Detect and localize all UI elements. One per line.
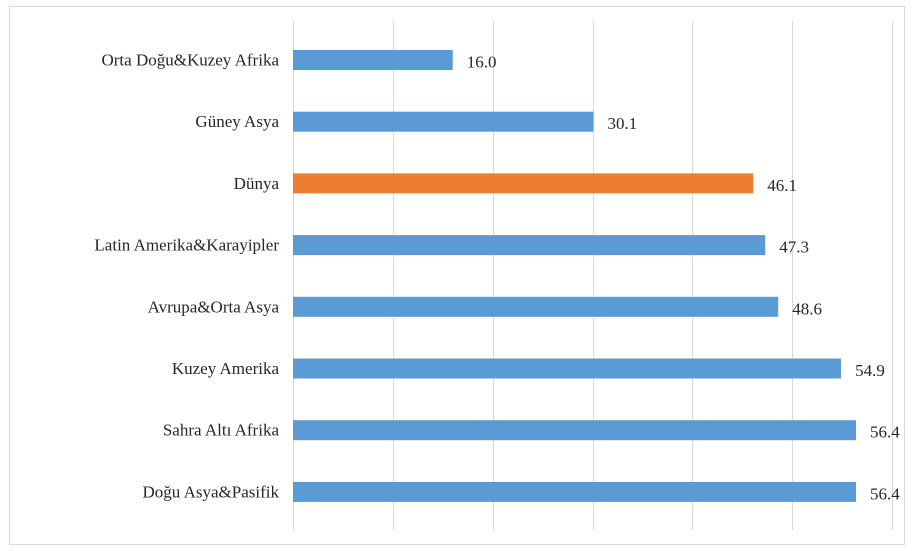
value-label-3: 46.1 [767, 176, 797, 195]
category-label-4: Latin Amerika&Karayipler [94, 236, 279, 255]
category-label-2: Güney Asya [195, 112, 279, 131]
value-label-1: 16.0 [467, 53, 497, 72]
label-layer: Orta Doğu&Kuzey Afrika 16.0 Güney Asya 30.1… [94, 51, 900, 504]
chart-frame: Orta Doğu&Kuzey Afrika 16.0 Güney Asya 30.1… [9, 6, 905, 545]
bar-6 [293, 358, 842, 379]
value-label-5: 48.6 [792, 299, 822, 318]
bar-chart: Orta Doğu&Kuzey Afrika 16.0 Güney Asya 30.1… [94, 21, 900, 530]
category-label-8: Doğu Asya&Pasifik [143, 482, 280, 501]
category-label-7: Sahra Altı Afrika [163, 421, 280, 440]
bar-layer [293, 50, 857, 502]
value-label-8: 56.4 [870, 484, 900, 503]
value-label-2: 30.1 [607, 114, 637, 133]
bar-7 [293, 420, 857, 441]
bar-3 [293, 173, 754, 194]
grid-layer [293, 21, 893, 530]
bar-2 [293, 111, 594, 132]
category-label-6: Kuzey Amerika [172, 359, 280, 378]
value-label-6: 54.9 [855, 361, 885, 380]
category-label-3: Dünya [234, 174, 280, 193]
category-label-1: Orta Doğu&Kuzey Afrika [101, 51, 279, 70]
bar-1 [293, 50, 453, 70]
bar-5 [293, 296, 779, 317]
category-label-5: Avrupa&Orta Asya [148, 297, 280, 316]
bar-4 [293, 235, 766, 256]
bar-8 [293, 481, 857, 502]
value-label-4: 47.3 [779, 238, 809, 257]
value-label-7: 56.4 [870, 423, 900, 442]
